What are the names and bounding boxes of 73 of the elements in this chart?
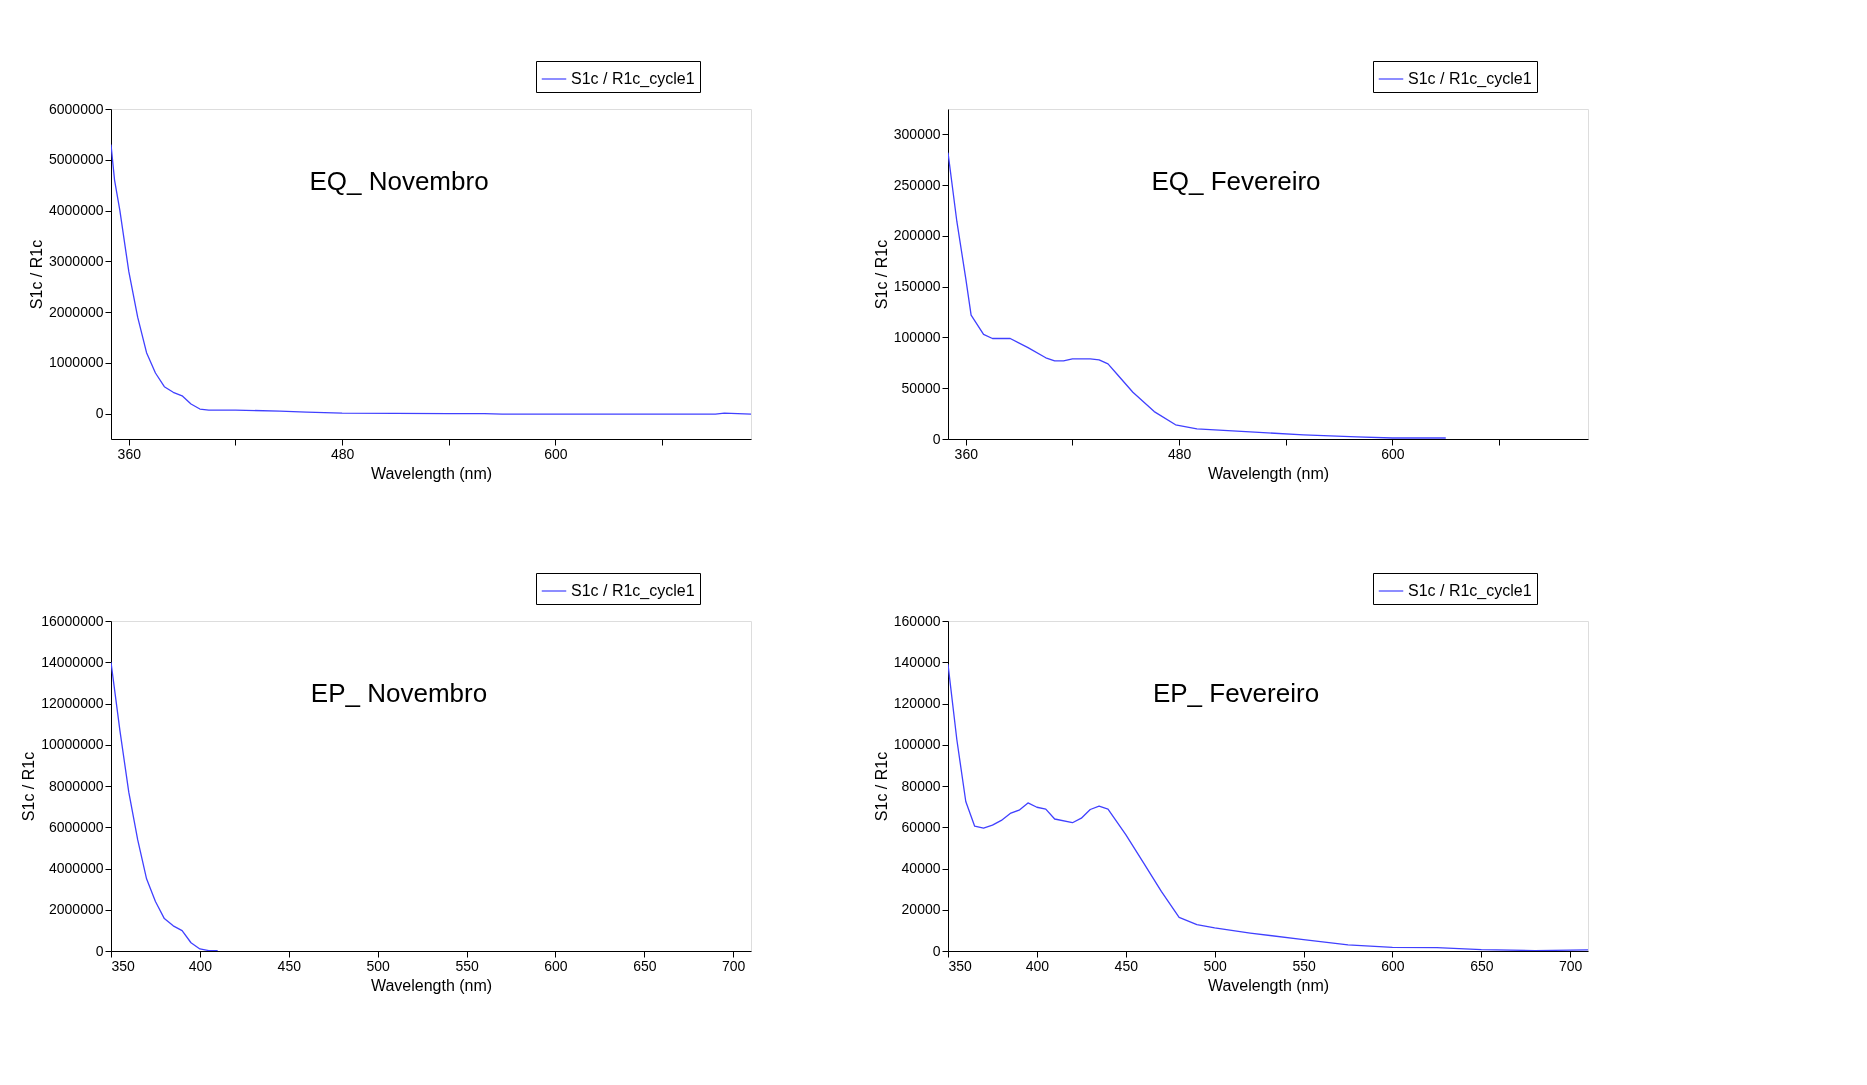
y-tick-label: 0 [932, 942, 941, 959]
x-tick-label: 650 [1470, 957, 1494, 974]
x-tick-label: 450 [1114, 957, 1139, 974]
x-tick-label: 400 [1025, 957, 1050, 974]
y-axis-title: S1c / R1c [872, 751, 890, 822]
x-axis-title: Wavelength (nm) [370, 464, 493, 482]
y-tick-label: 150000 [893, 278, 941, 295]
y-tick-label: 250000 [893, 176, 941, 193]
y-tick-label: 0 [95, 942, 104, 959]
y-tick-label: 12000000 [41, 695, 104, 711]
y-tick-label: 14000000 [41, 653, 104, 670]
x-tick-label: 500 [1203, 957, 1228, 974]
y-tick-label: 1000000 [48, 354, 104, 371]
y-tick-label: 100000 [893, 328, 941, 345]
x-tick-label: 480 [330, 445, 355, 462]
x-tick-label: 450 [277, 957, 302, 974]
x-tick-label: 350 [948, 957, 973, 974]
y-tick-label: 200000 [893, 227, 941, 244]
y-tick-label: 10000000 [41, 736, 104, 753]
x-tick-label: 600 [1381, 445, 1405, 462]
y-axis-title: S1c / R1c [872, 239, 890, 310]
text: EQ_ Fevereiro [1151, 165, 1321, 196]
y-tick-label: 160000 [893, 612, 941, 629]
y-tick-label: 60000 [901, 818, 941, 835]
y-tick-label: 4000000 [48, 860, 104, 876]
x-tick-label: 600 [544, 957, 568, 974]
y-tick-label: 120000 [893, 695, 941, 711]
x-tick-label: 700 [722, 957, 746, 974]
legend-label: S1c / R1c_cycle1 [1408, 70, 1532, 88]
x-tick-label: 600 [544, 445, 568, 462]
line-series [111, 661, 219, 951]
line-series [948, 152, 1447, 439]
legend-label: S1c / R1c_cycle1 [571, 582, 695, 600]
x-axis-title: Wavelength (nm) [370, 976, 493, 994]
x-axis-title: Wavelength (nm) [1207, 976, 1330, 994]
legend-label: S1c / R1c_cycle1 [571, 70, 695, 88]
y-axis-title: S1c / R1c [20, 751, 38, 822]
x-tick-label: 550 [1292, 957, 1316, 974]
y-tick-label: 4000000 [48, 202, 104, 219]
y-tick-label: 2000000 [48, 303, 104, 320]
y-tick-label: 100000 [893, 736, 941, 753]
y-tick-label: 0 [95, 405, 104, 422]
y-tick-label: 50000 [901, 379, 941, 396]
x-tick-label: 550 [455, 957, 479, 974]
y-tick-label: 40000 [901, 860, 941, 876]
text: EP_ Novembro [310, 677, 488, 708]
y-tick-label: 3000000 [48, 252, 104, 269]
x-tick-label: 650 [633, 957, 657, 974]
y-tick-label: 20000 [901, 901, 941, 918]
x-tick-label: 600 [1381, 957, 1405, 974]
y-tick-label: 80000 [901, 777, 941, 794]
y-tick-label: 6000000 [48, 100, 104, 117]
x-tick-label: 500 [366, 957, 391, 974]
y-tick-label: 5000000 [48, 151, 104, 168]
x-tick-label: 350 [111, 957, 136, 974]
y-tick-label: 140000 [893, 653, 941, 670]
y-tick-label: 0 [932, 430, 941, 447]
x-tick-label: 360 [954, 445, 979, 462]
y-tick-label: 6000000 [48, 818, 104, 835]
y-tick-label: 16000000 [41, 612, 104, 629]
y-tick-label: 2000000 [48, 901, 104, 918]
text: EP_ Fevereiro [1152, 677, 1320, 708]
x-tick-label: 400 [188, 957, 213, 974]
text: EQ_ Novembro [309, 165, 489, 196]
x-axis-title: Wavelength (nm) [1207, 464, 1330, 482]
y-tick-label: 8000000 [48, 777, 104, 794]
line-series [111, 143, 751, 415]
x-tick-label: 480 [1167, 445, 1192, 462]
y-axis-title: S1c / R1c [28, 239, 45, 310]
y-tick-label: 300000 [893, 125, 941, 142]
x-tick-label: 360 [117, 445, 142, 462]
legend-label: S1c / R1c_cycle1 [1408, 582, 1532, 600]
x-tick-label: 700 [1559, 957, 1583, 974]
